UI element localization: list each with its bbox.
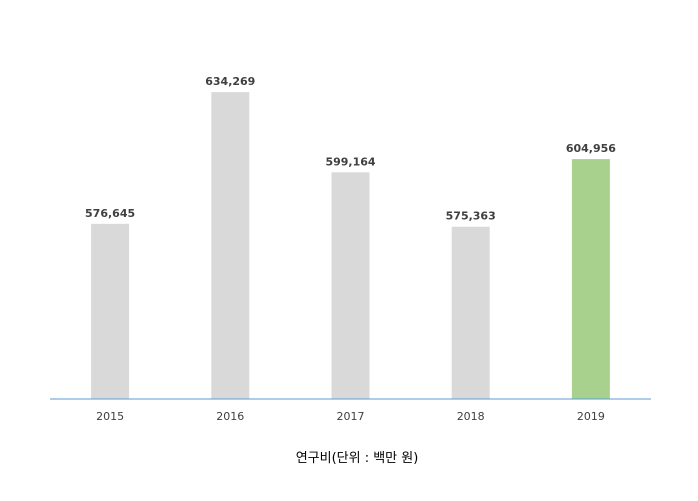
value-labels-group: 576,645 634,269 599,164 575,363 604,956 [85,75,616,223]
bar-2019 [571,159,610,399]
value-label-2019: 604,956 [566,142,616,155]
x-tick-label-2015: 2015 [96,410,124,423]
value-label-2016: 634,269 [205,75,255,88]
x-tick-label-2019: 2019 [577,410,605,423]
value-label-2015: 576,645 [85,207,135,220]
value-label-2017: 599,164 [325,155,375,168]
value-label-2018: 575,363 [446,210,496,223]
x-axis-title: 연구비(단위 : 백만 원) [296,451,419,466]
x-tick-label-2017: 2017 [337,410,365,423]
x-tick-labels-group: 2015 2016 2017 2018 2019 [96,410,605,423]
bars-group [91,92,610,399]
bar-2016 [211,92,250,399]
bar-2018 [451,226,490,399]
x-tick-label-2016: 2016 [216,410,244,423]
bar-2015 [91,223,130,399]
x-tick-label-2018: 2018 [457,410,485,423]
bar-2017 [331,172,370,399]
